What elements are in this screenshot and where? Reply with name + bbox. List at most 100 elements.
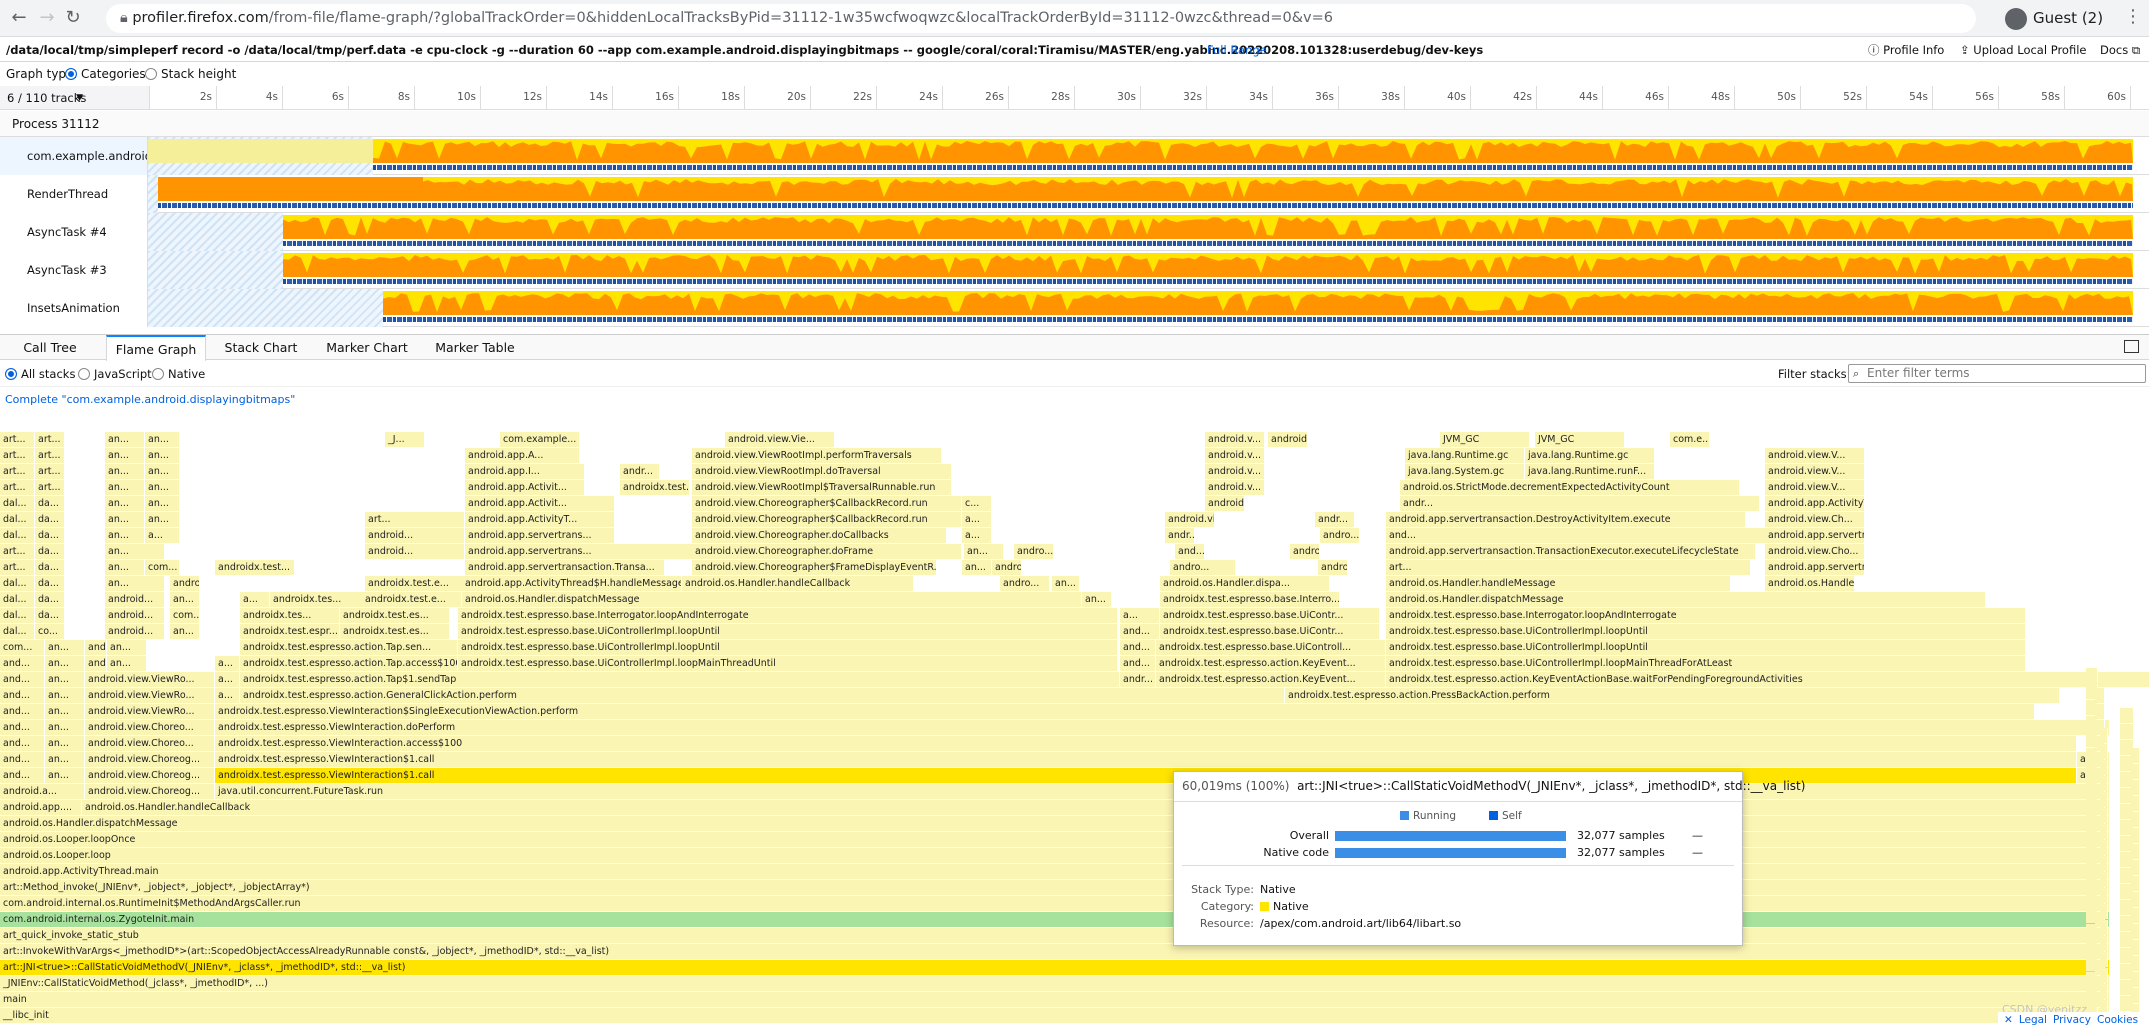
flame-frame[interactable]: an...	[105, 448, 145, 463]
tab-flame-graph[interactable]: Flame Graph	[106, 335, 206, 361]
track-activity-graph[interactable]	[148, 137, 2149, 175]
track-insetsanimation[interactable]: InsetsAnimation	[0, 289, 2149, 327]
flame-frame[interactable]: android.app.servertransaction.ActivityTr…	[1765, 528, 1865, 543]
flame-frame-sliver[interactable]	[2130, 748, 2140, 763]
flame-frame[interactable]: android.view.Choreog...	[85, 784, 215, 799]
flame-frame[interactable]: and...	[0, 704, 45, 719]
flame-frame[interactable]: and...	[0, 656, 45, 671]
flame-frame[interactable]: androidx.test.espresso.base.Interrogator…	[1386, 608, 2026, 623]
flame-frame[interactable]: da...	[35, 544, 65, 559]
flame-frame[interactable]: androidx.tes...	[270, 592, 365, 607]
flame-frame[interactable]: androidx.test.e...	[362, 592, 462, 607]
flame-frame-sliver[interactable]	[2120, 724, 2134, 739]
flame-frame[interactable]: androidx.test.espresso.ViewInteraction.d…	[215, 720, 2110, 735]
flame-frame[interactable]: and...	[1386, 528, 1766, 543]
flame-frame[interactable]: an...	[105, 512, 145, 527]
flame-frame[interactable]: a...	[215, 656, 240, 671]
track-activity-graph[interactable]	[148, 251, 2149, 289]
flame-frame[interactable]: android.v...	[1205, 448, 1265, 463]
flame-frame[interactable]: __libc_init	[0, 1008, 2110, 1023]
tab-marker-chart[interactable]: Marker Chart	[326, 340, 408, 355]
flame-frame[interactable]: main	[0, 992, 2110, 1007]
flame-frame[interactable]: andr...	[1165, 528, 1195, 543]
flame-frame[interactable]: da...	[35, 528, 65, 543]
flame-frame[interactable]: androidx.test.espresso.base.UiController…	[1386, 656, 2026, 671]
flame-frame[interactable]: android.v...	[1205, 432, 1265, 447]
flame-frame[interactable]: androidx.test.espresso.base.UiController…	[1386, 640, 2026, 655]
flame-frame[interactable]: com.example...	[500, 432, 580, 447]
flame-frame[interactable]: an...	[1052, 576, 1080, 591]
flame-frame[interactable]: an...	[107, 640, 147, 655]
flame-frame[interactable]: and...	[0, 672, 45, 687]
flame-frame-sliver[interactable]	[2095, 960, 2105, 975]
flame-frame[interactable]: android.os.Handler.handleMessage	[1386, 576, 1731, 591]
flame-frame[interactable]: da...	[35, 512, 65, 527]
flame-frame-sliver[interactable]	[2100, 888, 2108, 903]
track-activity-graph[interactable]	[148, 213, 2149, 251]
flame-frame-sliver[interactable]	[2095, 832, 2105, 847]
flame-frame[interactable]: and...	[0, 720, 45, 735]
flame-frame-sliver[interactable]	[2130, 812, 2140, 827]
flame-frame[interactable]: an...	[145, 512, 180, 527]
flame-frame[interactable]: art::JNI<true>::CallStaticVoidMethodV(_J…	[0, 960, 2110, 975]
flame-frame[interactable]: andr...	[620, 464, 660, 479]
flame-frame[interactable]: java.util.concurrent.FutureTask.run	[215, 784, 2110, 799]
flame-frame-sliver[interactable]	[2130, 828, 2140, 843]
flame-frame[interactable]: android.view.ViewRootImpl.performTravers…	[692, 448, 942, 463]
flame-frame[interactable]: android.view.Cho...	[1765, 544, 1865, 559]
flame-frame[interactable]: com.e...	[1670, 432, 1710, 447]
flame-frame[interactable]: androidx.test.espresso.base.UiController…	[458, 656, 1118, 671]
flame-frame[interactable]: android.app.ActivityT...	[465, 512, 615, 527]
flame-frame[interactable]: art...	[1386, 560, 1751, 575]
flame-frame[interactable]: android...	[170, 576, 200, 591]
flame-frame[interactable]: android.view.ViewRootImpl$TraversalRunna…	[692, 480, 952, 495]
flame-frame[interactable]: android.view.ViewRootImpl.doTraversal	[692, 464, 952, 479]
flame-frame[interactable]: a...	[240, 592, 270, 607]
flame-frame[interactable]: android.os.Handler.handleCallback	[82, 800, 2110, 815]
flame-frame-sliver[interactable]	[2095, 944, 2105, 959]
flame-frame[interactable]: art...	[35, 480, 65, 495]
flame-frame-sliver[interactable]	[2100, 728, 2108, 743]
flame-frame-sliver[interactable]	[2130, 972, 2140, 987]
flame-frame[interactable]: android.v...	[1205, 464, 1265, 479]
graph-type-stack-height-radio[interactable]: Stack height	[145, 63, 236, 86]
flame-frame[interactable]: androidx.test.espresso.ViewInteraction.a…	[215, 736, 2077, 751]
flame-frame-sliver[interactable]	[2100, 808, 2108, 823]
flame-frame[interactable]: android...	[365, 528, 465, 543]
flame-frame[interactable]: art...	[35, 464, 65, 479]
flame-frame-sliver[interactable]	[2095, 864, 2105, 879]
tab-call-tree[interactable]: Call Tree	[23, 340, 77, 355]
flame-frame-sliver[interactable]	[2095, 896, 2105, 911]
flame-frame[interactable]: dal...	[0, 624, 35, 639]
flame-frame[interactable]: da...	[35, 592, 65, 607]
flame-frame[interactable]: android.view.Choreo...	[85, 720, 215, 735]
flame-frame[interactable]: android...	[365, 544, 465, 559]
flame-frame-sliver[interactable]	[2095, 800, 2105, 815]
flame-frame[interactable]: android.app....	[0, 800, 82, 815]
flame-frame[interactable]: a...	[962, 512, 992, 527]
flame-frame[interactable]: art...	[35, 432, 65, 447]
flame-frame-sliver[interactable]	[2130, 940, 2140, 955]
flame-frame[interactable]: art...	[0, 432, 35, 447]
flame-frame-sliver[interactable]	[2100, 840, 2108, 855]
flame-frame[interactable]: androidx.test.espresso.base.UiContr...	[1160, 608, 1380, 623]
flame-frame[interactable]: andr...	[1315, 512, 1355, 527]
flame-frame-sliver[interactable]	[2130, 844, 2140, 859]
flame-frame-sliver[interactable]	[2130, 860, 2140, 875]
flame-frame[interactable]: android.view.V...	[1765, 464, 1865, 479]
flame-frame[interactable]: android.app.servertrans...	[465, 544, 695, 559]
flame-frame-sliver[interactable]	[2100, 776, 2108, 791]
all-stacks-radio[interactable]: All stacks	[5, 361, 75, 387]
profile-button[interactable]: Guest (2)	[2005, 6, 2103, 30]
track-renderthread[interactable]: RenderThread	[0, 175, 2149, 213]
address-bar[interactable]: 🔒︎ profiler.firefox.com/from-file/flame-…	[106, 4, 1976, 33]
flame-frame[interactable]: android.os.Looper.loop	[0, 848, 2110, 863]
flame-frame[interactable]: an...	[145, 464, 180, 479]
flame-frame[interactable]: com.android.internal.os.RuntimeInit$Meth…	[0, 896, 2110, 911]
flame-frame[interactable]: com.android.internal.os.ZygoteInit.main	[0, 912, 2110, 927]
track-label[interactable]: InsetsAnimation	[0, 289, 148, 327]
flame-frame[interactable]: andro...	[1170, 560, 1236, 575]
filter-input[interactable]: ⌕ Enter filter terms	[1848, 364, 2146, 383]
track-asynctask-4[interactable]: AsyncTask #4	[0, 213, 2149, 251]
flame-frame-sliver[interactable]	[2095, 928, 2105, 943]
